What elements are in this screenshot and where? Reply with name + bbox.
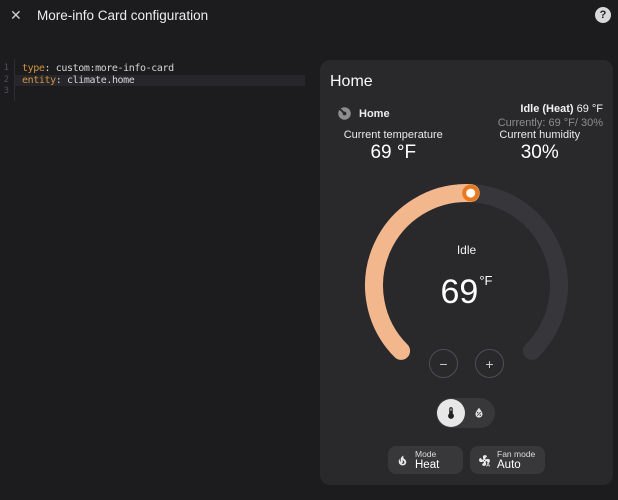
entity-state: Idle (Heat) 69 °F	[520, 103, 603, 115]
decrease-temperature-button[interactable]: −	[429, 349, 458, 378]
yaml-key: type	[22, 63, 45, 74]
code-line	[15, 86, 305, 98]
thermostat-dial[interactable]	[320, 180, 613, 380]
dial-handle[interactable]	[462, 184, 480, 202]
yaml-value: : custom:more-info-card	[44, 63, 174, 74]
dial-temp-unit: °F	[479, 273, 493, 288]
attribute-stats: Current temperature 69 °F Current humidi…	[320, 129, 613, 164]
entity-name[interactable]: Home	[359, 108, 390, 120]
fan-auto-icon: A	[479, 454, 490, 467]
help-icon[interactable]: ?	[595, 7, 611, 23]
mode-text: Mode Heat	[415, 449, 439, 471]
dial-temperature: 69°F	[320, 261, 613, 312]
mode-value: Heat	[415, 459, 440, 471]
editor-gutter: 1 2 3	[0, 63, 9, 98]
humidity-icon[interactable]	[472, 406, 486, 420]
thermostat-icon	[338, 107, 351, 120]
yaml-value: : climate.home	[55, 74, 135, 86]
dial-state-label: Idle	[456, 243, 477, 257]
line-number: 1	[3, 63, 9, 73]
increase-temperature-button[interactable]: +	[475, 349, 504, 378]
card-title: Home	[330, 73, 373, 90]
editor-code-area[interactable]: type: custom:more-info-card entity: clim…	[15, 63, 305, 98]
stat-value: 30%	[520, 142, 559, 163]
entity-state-secondary: Currently: 69 °F/ 30%	[497, 117, 603, 129]
line-number: 3	[3, 86, 9, 96]
dialog-header: ✕ More-info Card configuration ?	[0, 0, 618, 30]
stat-label: Current temperature	[343, 129, 443, 141]
svg-text:A: A	[486, 462, 490, 467]
more-info-card-preview: Home Home Idle (Heat) 69 °F Currently: 69…	[320, 60, 613, 485]
fan-mode-button[interactable]: A Fan mode Auto	[470, 446, 545, 474]
stat-current-humidity: Current humidity 30%	[467, 129, 614, 164]
code-line: type: custom:more-info-card	[15, 63, 305, 75]
hvac-mode-button[interactable]: Mode Heat	[388, 446, 463, 474]
dialog-title: More-info Card configuration	[37, 7, 209, 23]
mode-text: Fan mode Auto	[497, 449, 535, 471]
yaml-key: entity	[22, 74, 56, 86]
code-line-active: entity: climate.home	[15, 74, 305, 86]
close-icon[interactable]: ✕	[10, 6, 22, 23]
toggle-temperature-option[interactable]	[437, 399, 465, 427]
fire-icon	[398, 455, 407, 465]
mode-value: Auto	[497, 459, 521, 471]
stat-value: 69 °F	[370, 142, 417, 163]
dial-active-arc	[365, 184, 480, 360]
target-toggle	[436, 398, 495, 428]
dial-temp-value: 69	[440, 273, 479, 311]
dial-track	[461, 184, 568, 360]
thermometer-icon	[448, 407, 454, 419]
state-target: 69 °F	[576, 103, 603, 115]
gutter-divider	[14, 59, 15, 101]
mode-label: Mode	[415, 449, 437, 459]
line-number: 2	[3, 74, 9, 85]
mode-label: Fan mode	[497, 449, 536, 459]
stat-label: Current humidity	[499, 129, 581, 141]
state-action: Idle (Heat)	[520, 103, 574, 115]
stat-current-temperature: Current temperature 69 °F	[320, 129, 467, 164]
